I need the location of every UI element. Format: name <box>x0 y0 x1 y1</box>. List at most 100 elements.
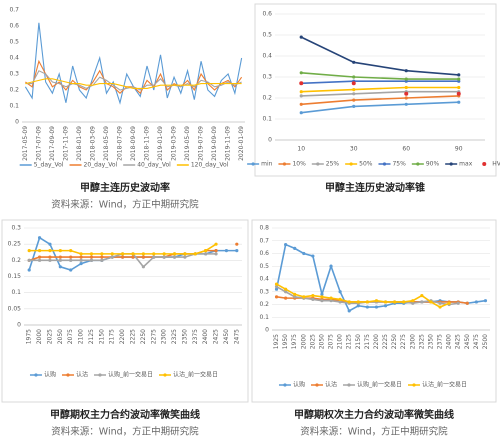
x-tick-label: 2125 <box>88 329 95 344</box>
point <box>121 252 125 256</box>
legend-swatch <box>412 383 416 387</box>
point <box>299 94 303 98</box>
point <box>284 242 288 247</box>
point <box>141 255 145 259</box>
point <box>457 85 461 90</box>
x-tick-label: 2018-09-09 <box>130 126 137 161</box>
y-tick-label: 0.5 <box>259 263 269 270</box>
x-tick-label: 2325 <box>418 334 425 349</box>
x-tick-label: 2200 <box>373 334 380 349</box>
point <box>48 258 52 262</box>
x-tick-label: 1925 <box>273 334 280 349</box>
point <box>284 287 288 291</box>
point <box>456 301 460 305</box>
legend-swatch <box>347 383 351 387</box>
legend-swatch <box>282 162 287 166</box>
point <box>48 255 52 259</box>
y-tick-label: 0 <box>15 119 19 126</box>
y-tick-label: 0.05 <box>8 305 22 312</box>
point <box>352 88 356 92</box>
point <box>48 242 52 246</box>
series-line <box>301 90 459 97</box>
legend-swatch <box>482 162 487 166</box>
caption: 甲醇期权次主力合约波动率微笑曲线 <box>294 408 454 421</box>
caption: 甲醇主连历史波动率锥 <box>325 181 425 194</box>
legend-label: min <box>261 161 273 168</box>
x-tick-label: 2400 <box>202 329 209 344</box>
y-tick-label: 0.1 <box>262 116 272 123</box>
point <box>141 252 145 256</box>
point <box>110 252 114 256</box>
y-tick-label: 0.7 <box>259 237 269 244</box>
point <box>420 300 424 304</box>
legend-label: 50% <box>359 161 373 168</box>
point <box>274 287 279 291</box>
point <box>320 292 324 296</box>
y-tick-label: 0.8 <box>259 225 269 232</box>
point <box>483 299 488 303</box>
panel-frame <box>251 219 497 403</box>
x-tick-label: 2018-07-09 <box>116 126 123 161</box>
point <box>356 304 360 308</box>
point <box>79 252 83 256</box>
point <box>69 249 73 253</box>
point <box>152 255 156 259</box>
legend-label: 认沽 <box>325 381 337 389</box>
point <box>456 91 461 96</box>
legend-label: 75% <box>392 161 406 168</box>
x-tick-label: 2175 <box>109 329 116 344</box>
point <box>352 92 356 96</box>
source-note: 资料来源：Wind，方正中期研究院 <box>51 426 199 438</box>
point <box>131 252 135 256</box>
point <box>131 255 135 259</box>
point <box>214 252 218 256</box>
legend-swatch <box>382 162 387 166</box>
x-tick-label: 2018-03-09 <box>89 126 96 161</box>
x-tick-label: 2017-11-09 <box>62 126 69 161</box>
x-tick-label: 1975 <box>291 334 298 349</box>
point <box>383 300 388 304</box>
point <box>204 252 208 256</box>
point <box>274 282 279 286</box>
point <box>474 300 478 304</box>
legend-label: 5_day_Vol <box>34 162 64 169</box>
legend-label: 10% <box>292 161 306 168</box>
point <box>214 249 218 253</box>
legend-label: 认沽 <box>76 371 88 379</box>
point <box>183 252 187 256</box>
point <box>27 258 31 262</box>
point <box>352 98 356 102</box>
point <box>347 309 351 313</box>
x-tick-label: 2019-01-09 <box>157 126 164 161</box>
point <box>299 111 303 115</box>
caption: 甲醇期权主力合约波动率微笑曲线 <box>50 408 200 421</box>
point <box>311 293 315 298</box>
point <box>224 249 229 253</box>
x-tick-label: 2000 <box>300 334 307 349</box>
point <box>447 301 451 305</box>
point <box>69 255 73 259</box>
point <box>100 252 104 256</box>
y-tick-label: 0.5 <box>262 32 272 39</box>
series-line <box>300 36 459 76</box>
y-tick-label: 0.6 <box>262 11 272 18</box>
y-tick-label: 0.4 <box>259 276 269 283</box>
point <box>352 104 356 108</box>
point <box>329 299 333 303</box>
point <box>457 100 461 104</box>
panel-frame <box>1 219 249 403</box>
x-tick-label: 90 <box>455 146 463 153</box>
legend-label: 90% <box>426 161 440 168</box>
legend-swatch <box>251 162 255 166</box>
point <box>383 304 388 308</box>
x-tick-label: 2125 <box>346 334 353 349</box>
x-tick-label: 2350 <box>427 334 434 349</box>
point <box>183 255 187 259</box>
point <box>411 299 415 303</box>
legend-label: 认沽_前一交易日 <box>173 371 218 379</box>
y-tick-label: 0.2 <box>262 95 272 102</box>
x-tick-label: 2300 <box>409 334 416 349</box>
series-line <box>24 22 243 105</box>
x-tick-label: 2475 <box>233 329 240 344</box>
x-tick-label: 2075 <box>328 334 335 349</box>
